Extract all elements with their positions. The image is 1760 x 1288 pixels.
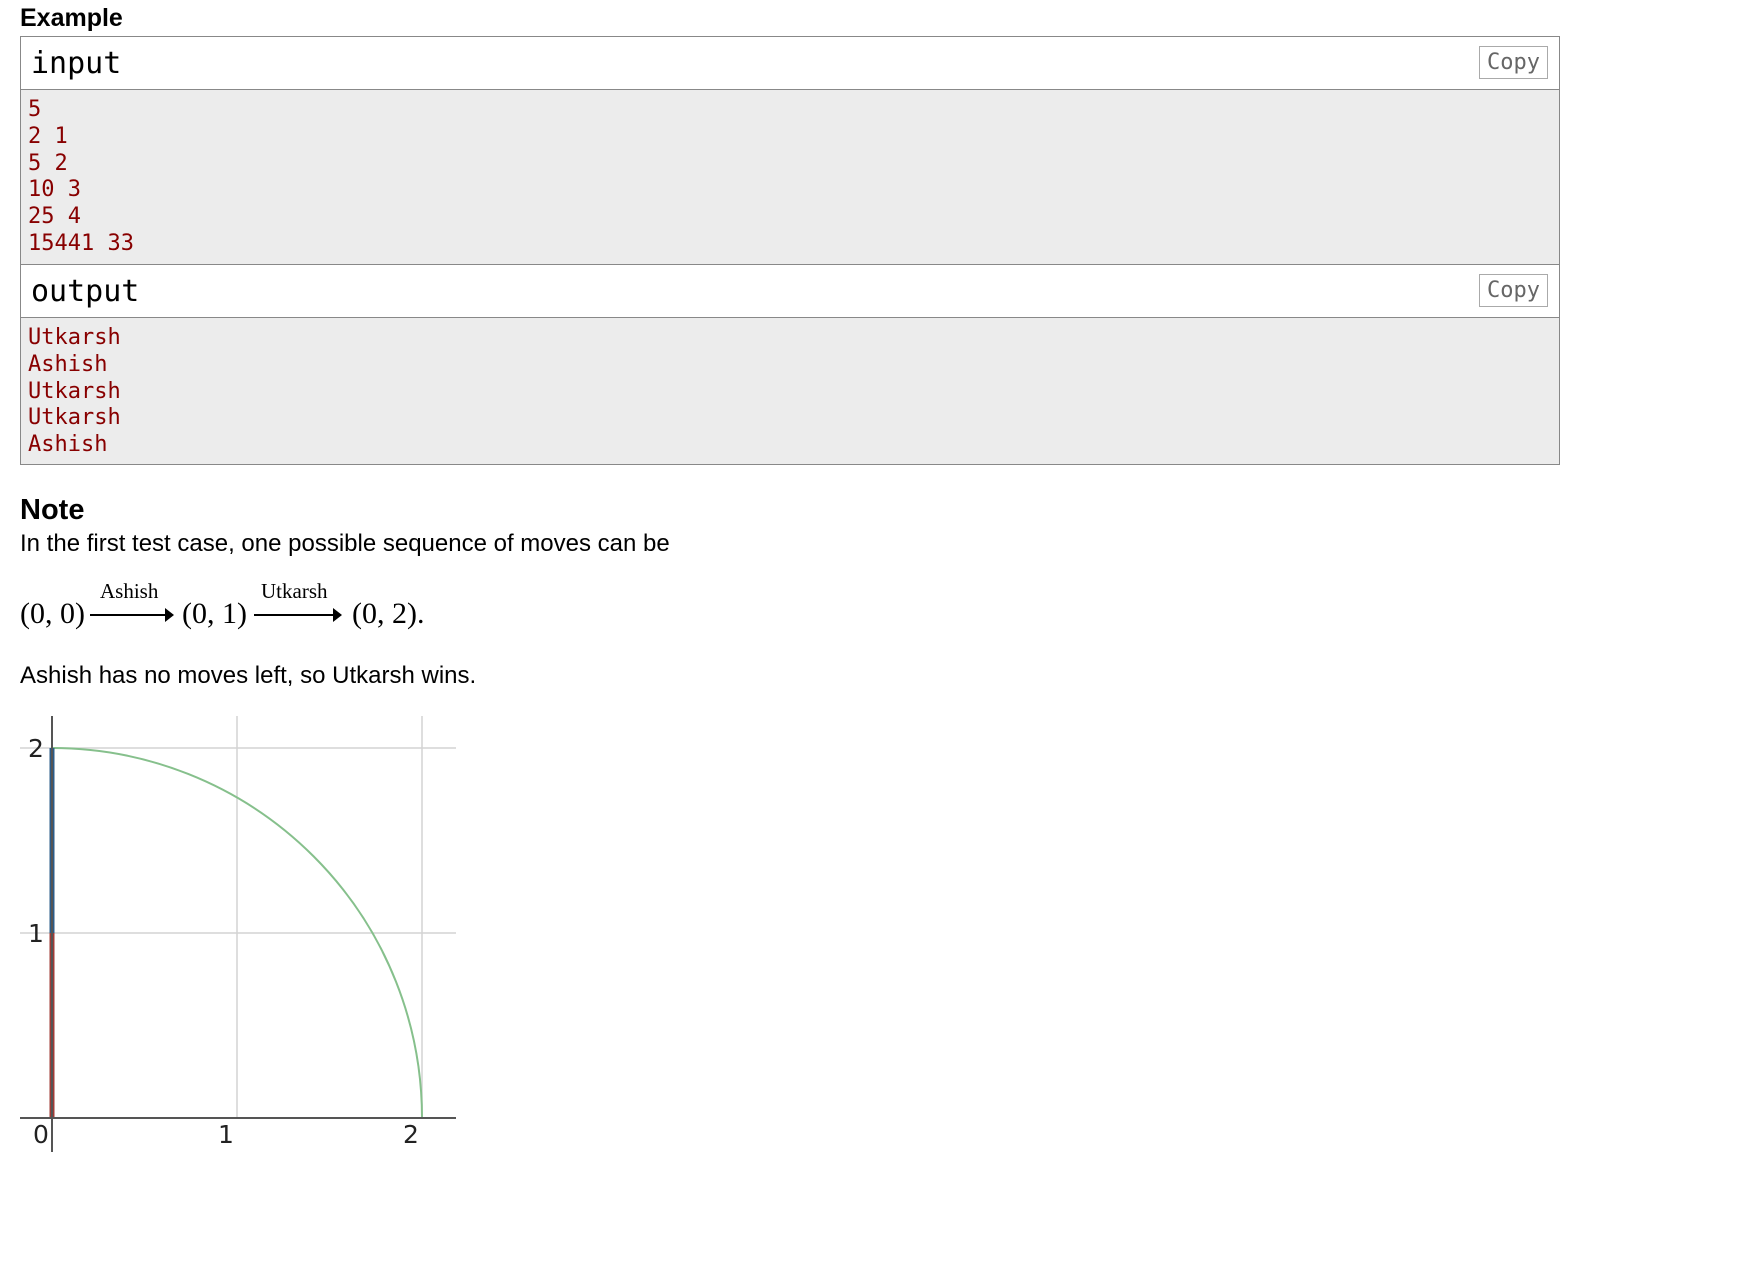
y-tick-label: 2 <box>28 734 44 763</box>
input-line: 5 <box>28 97 42 122</box>
reachable-circle-arc <box>51 747 423 1119</box>
copy-input-button[interactable]: Copy <box>1479 46 1548 79</box>
input-line: 15441 33 <box>28 230 134 256</box>
x-tick-label: 1 <box>218 1120 234 1149</box>
move-sequence-formula: (0, 0) Ashish (0, 1) Utkarsh (0, 2). <box>20 578 720 638</box>
input-header: input Copy <box>21 37 1559 90</box>
figure-axes <box>20 716 456 1152</box>
figure-grid <box>20 716 456 1118</box>
y-tick-label: 1 <box>28 919 44 948</box>
formula-arrow-label-utkarsh: Utkarsh <box>261 579 328 603</box>
example-title: Example <box>20 4 123 32</box>
output-header: output Copy <box>21 265 1559 318</box>
output-line: Utkarsh <box>28 405 121 431</box>
output-line: Utkarsh <box>28 325 121 350</box>
note-conclusion: Ashish has no moves left, so Utkarsh win… <box>20 662 477 689</box>
output-line: Utkarsh <box>28 378 121 404</box>
output-line: Ashish <box>28 432 108 458</box>
note-title: Note <box>20 494 85 526</box>
output-content: Utkarsh Ashish Utkarsh Utkarsh Ashish <box>21 318 1559 464</box>
formula-point-middle: (0, 1) <box>182 597 247 630</box>
x-tick-label: 2 <box>403 1120 419 1149</box>
x-tick-labels: 0 1 2 <box>33 1120 419 1149</box>
input-line: 25 4 <box>28 204 81 230</box>
formula-point-start: (0, 0) <box>20 597 85 630</box>
copy-output-button[interactable]: Copy <box>1479 274 1548 307</box>
note-intro: In the first test case, one possible seq… <box>20 530 670 557</box>
x-tick-label: 0 <box>33 1120 49 1149</box>
y-tick-labels: 12 <box>28 734 44 948</box>
output-line: Ashish <box>28 351 108 377</box>
input-line: 10 3 <box>28 177 81 203</box>
input-line: 5 2 <box>28 150 68 176</box>
formula-point-end: (0, 2). <box>352 597 425 630</box>
output-label: output <box>31 274 140 309</box>
input-label: input <box>31 46 122 81</box>
input-line: 2 1 <box>28 123 68 149</box>
formula-arrow-label-ashish: Ashish <box>100 579 159 603</box>
